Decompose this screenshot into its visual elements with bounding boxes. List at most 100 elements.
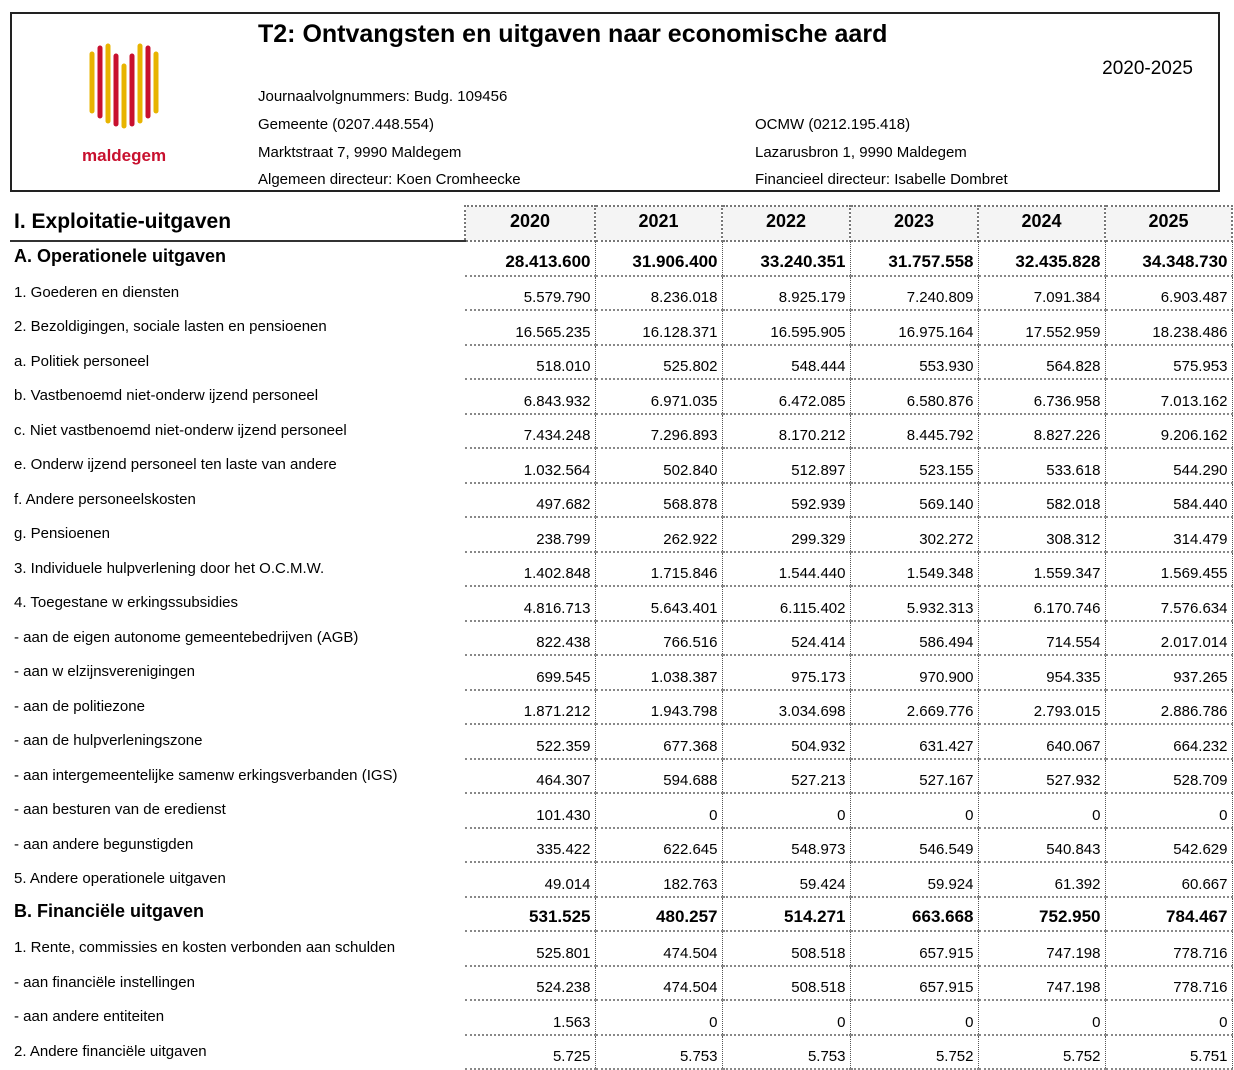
row-label: 4. Toegestane w erkingssubsidies: [14, 594, 239, 611]
cell-value: 524.414: [722, 620, 851, 656]
cell-value: 16.565.235: [465, 310, 596, 346]
row: b. Vastbenoemd niet-onderw ijzend person…: [10, 379, 1233, 415]
cell-value: 657.915: [850, 931, 979, 967]
cell-value: 631.427: [850, 724, 979, 760]
cell-value: 7.240.809: [850, 275, 979, 311]
cell-value: 586.494: [850, 620, 979, 656]
cell-value: 6.170.746: [978, 586, 1106, 622]
cell-value: 954.335: [978, 655, 1106, 691]
row: - aan intergemeentelijke samenw erkingsv…: [10, 758, 1233, 794]
row: - aan de hulpverleningszone 522.359 677.36…: [10, 724, 1233, 760]
row-label: 3. Individuele hulpverlening door het O.…: [14, 559, 325, 577]
cell-value: 5.643.401: [595, 586, 723, 622]
row: - aan besturen van de eredienst 101.430 0 0…: [10, 793, 1233, 829]
cell-value: 61.392: [978, 862, 1106, 898]
row: 5. Andere operationele uitgaven 49.014 182…: [10, 862, 1233, 898]
cell-value: 657.915: [850, 965, 979, 1001]
cell-value: 525.801: [465, 931, 596, 967]
row-label: 2. Bezoldigingen, sociale lasten en pens…: [14, 318, 327, 335]
cell-value: 5.752: [978, 1034, 1106, 1070]
cell-value: 622.645: [595, 827, 723, 863]
row: e. Onderw ijzend personeel ten laste van…: [10, 448, 1233, 484]
table-title: I. Exploitatie-uitgaven: [10, 206, 465, 242]
cell-value: 564.828: [978, 344, 1106, 380]
section-row: B. Financiële uitgaven 531.525 480.257 514.…: [10, 896, 1233, 932]
row: - aan de eigen autonome gemeentebedrijve…: [10, 620, 1233, 656]
cell-value: 553.930: [850, 344, 979, 380]
cell-value: 0: [595, 793, 723, 829]
cell-value: 59.424: [722, 862, 851, 898]
cell-value: 474.504: [595, 965, 723, 1001]
row-label: - aan besturen van de eredienst: [14, 801, 226, 818]
cell-value: 2.669.776: [850, 689, 979, 725]
title: T2: Ontvangsten en uitgaven naar economi…: [258, 20, 888, 48]
cell-value: 640.067: [978, 724, 1106, 760]
cell-value: 508.518: [722, 965, 851, 1001]
cell-value: 527.213: [722, 758, 851, 794]
cell-value: 699.545: [465, 655, 596, 691]
cell-value: 299.329: [722, 517, 851, 553]
journal: Journaalvolgnummers: Budg. 109456: [258, 88, 508, 105]
cell-value: 512.897: [722, 448, 851, 484]
cell-value: 474.504: [595, 931, 723, 967]
row-label: e. Onderw ijzend personeel ten laste van…: [14, 456, 337, 473]
cell-value: 7.576.634: [1105, 586, 1233, 622]
row-label: - aan w elzijnsverenigingen: [14, 663, 195, 680]
cell-value: 17.552.959: [978, 310, 1106, 346]
cell-value: 0: [850, 793, 979, 829]
header-box: maldegem T2: Ontvangsten en uitgaven naa…: [10, 12, 1220, 192]
row: - aan financiële instellingen 524.238 474.…: [10, 965, 1233, 1001]
section-value: 28.413.600: [465, 241, 596, 277]
cell-value: 546.549: [850, 827, 979, 863]
cell-value: 575.953: [1105, 344, 1233, 380]
header-row: I. Exploitatie-uitgaven 2020 2021 2022 2023 2…: [10, 205, 1233, 242]
cell-value: 584.440: [1105, 482, 1233, 518]
cell-value: 335.422: [465, 827, 596, 863]
row-label: - aan de hulpverleningszone: [14, 732, 203, 749]
cell-value: 5.753: [722, 1034, 851, 1070]
section-value: 31.906.400: [595, 241, 723, 277]
cell-value: 302.272: [850, 517, 979, 553]
cell-value: 6.903.487: [1105, 275, 1233, 311]
cell-value: 970.900: [850, 655, 979, 691]
row: - aan andere entiteiten 1.563 0 0 0 0 0: [10, 1000, 1233, 1036]
cell-value: 6.115.402: [722, 586, 851, 622]
cell-value: 8.925.179: [722, 275, 851, 311]
row: a. Politiek personeel 518.010 525.802 548.4…: [10, 344, 1233, 380]
cell-value: 778.716: [1105, 965, 1233, 1001]
row-label: b. Vastbenoemd niet-onderw ijzend person…: [14, 387, 319, 404]
cell-value: 0: [722, 793, 851, 829]
section-value: 480.257: [595, 896, 723, 932]
cell-value: 548.973: [722, 827, 851, 863]
cell-value: 5.753: [595, 1034, 723, 1070]
cell-value: 1.569.455: [1105, 551, 1233, 587]
cell-value: 714.554: [978, 620, 1106, 656]
row-label: 5. Andere operationele uitgaven: [14, 870, 226, 887]
cell-value: 677.368: [595, 724, 723, 760]
row-label: 1. Goederen en diensten: [14, 283, 180, 301]
cell-value: 9.206.162: [1105, 413, 1233, 449]
cell-value: 0: [722, 1000, 851, 1036]
cell-value: 0: [850, 1000, 979, 1036]
cell-value: 592.939: [722, 482, 851, 518]
row: f. Andere personeelskosten 497.682 568.878…: [10, 482, 1233, 518]
info-left: Marktstraat 7, 9990 Maldegem: [258, 144, 462, 161]
cell-value: 5.751: [1105, 1034, 1233, 1070]
cell-value: 5.579.790: [465, 275, 596, 311]
cell-value: 6.971.035: [595, 379, 723, 415]
cell-value: 508.518: [722, 931, 851, 967]
cell-value: 16.128.371: [595, 310, 723, 346]
cell-value: 2.017.014: [1105, 620, 1233, 656]
cell-value: 504.932: [722, 724, 851, 760]
cell-value: 8.236.018: [595, 275, 723, 311]
cell-value: 582.018: [978, 482, 1106, 518]
cell-value: 5.932.313: [850, 586, 979, 622]
row: 2. Andere financiële uitgaven 5.725 5.753 5…: [10, 1034, 1233, 1070]
cell-value: 4.816.713: [465, 586, 596, 622]
cell-value: 1.871.212: [465, 689, 596, 725]
cell-value: 664.232: [1105, 724, 1233, 760]
cell-value: 502.840: [595, 448, 723, 484]
cell-value: 308.312: [978, 517, 1106, 553]
row: - aan andere begunstigden 335.422 622.645 5…: [10, 827, 1233, 863]
section-value: 531.525: [465, 896, 596, 932]
